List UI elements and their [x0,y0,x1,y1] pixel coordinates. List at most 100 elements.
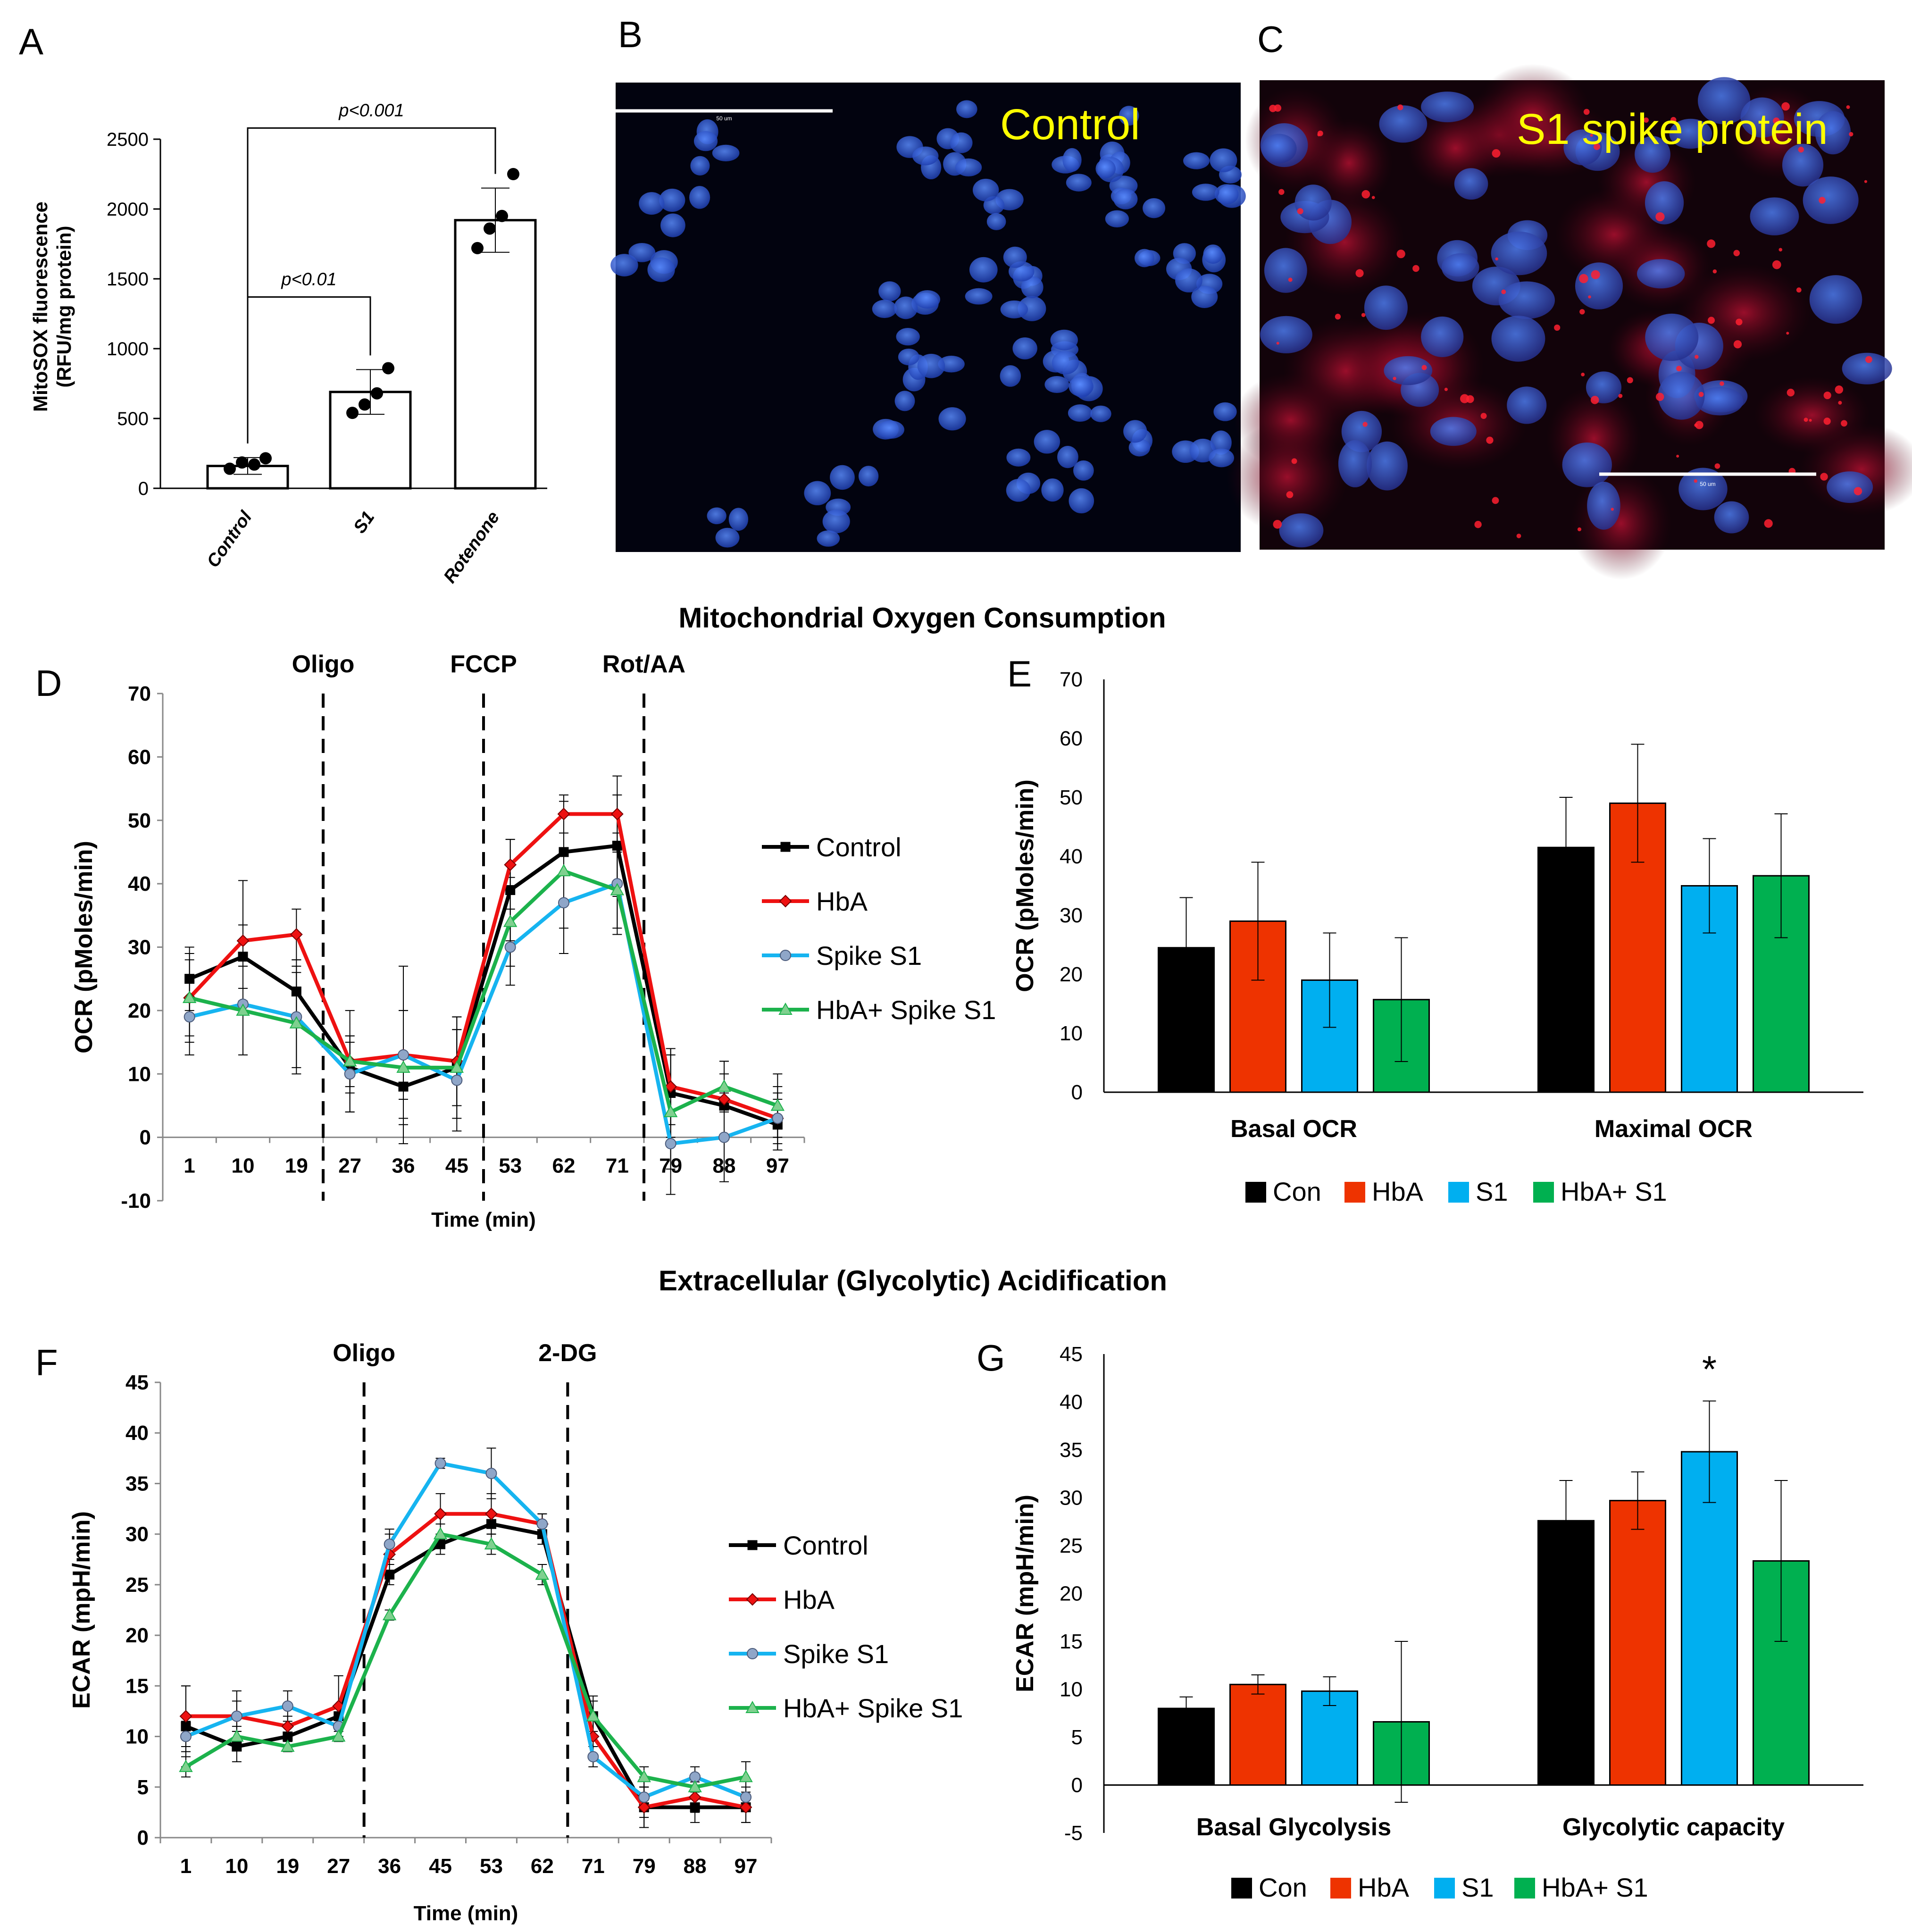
bar-bar_hba [1229,1683,1286,1786]
point-hba_spike [717,1079,731,1092]
red-puncta [1492,149,1501,158]
ytick-label: 70 [128,682,151,705]
nucleus [1006,479,1031,502]
point-hba_spike [182,990,197,1003]
nucleus [693,131,718,151]
point-hba_spike [503,914,518,927]
red-puncta [1317,130,1323,136]
red-cytoplasm [1226,421,1348,533]
chart-a-significance-bracket [247,127,496,443]
series-line-spike [189,882,778,1146]
bar-bar_con [1158,1707,1215,1786]
nucleus [1575,262,1623,309]
nucleus [965,288,993,305]
red-puncta [1393,376,1396,380]
red-puncta [1396,250,1405,259]
red-puncta [1803,418,1808,422]
xtick-label: 27 [338,1154,361,1178]
nucleus [1066,174,1092,192]
legend-swatch-bar_s1 [1434,1878,1455,1899]
nucleus [914,290,941,309]
chart-a-ytick-label: 500 [117,409,149,429]
nucleus [1338,440,1372,487]
xtick-label: 79 [633,1855,656,1878]
nucleus [898,348,919,366]
point-control [398,1081,409,1092]
red-puncta [1492,497,1499,504]
series-line-control [185,1522,746,1809]
nucleus [1069,376,1094,397]
nucleus [1050,329,1078,351]
nucleus [1491,231,1547,276]
red-puncta [1288,277,1293,282]
red-puncta [1297,208,1303,215]
ytick-label: -5 [1064,1822,1083,1845]
nucleus [1000,300,1028,318]
red-puncta [1362,422,1368,427]
category-label: Maximal OCR [1595,1115,1753,1143]
red-puncta [1849,132,1854,137]
legend-label-control: Control [783,1531,868,1560]
chart-a-point [496,209,508,222]
nucleus [894,391,915,411]
red-puncta [1841,420,1847,427]
ytick-label: 50 [128,809,151,832]
series-line-hba_spike [184,1532,746,1789]
red-puncta [1474,521,1482,528]
micrograph-control: 50 um Control [610,83,1246,552]
red-puncta [1371,196,1375,199]
ytick-label: 40 [128,872,151,895]
ytick-label: 40 [125,1422,149,1445]
point-hba [290,928,303,941]
nucleus [986,213,1006,230]
red-puncta [1412,265,1419,272]
chart-a-xtick-label: Control [203,507,256,571]
legend-label-bar_s1: S1 [1476,1177,1508,1206]
legend-marker-spike [747,1648,758,1659]
red-puncta [1823,418,1831,425]
nucleus [1827,471,1873,503]
red-puncta [1736,318,1743,326]
nucleus [1123,420,1147,443]
ytick-label: 35 [125,1472,149,1495]
nucleus [1261,134,1297,164]
chart-a-point [371,387,383,400]
ytick-label: 10 [125,1725,149,1748]
chart-a-xtick-label: Rotenone [440,508,503,587]
red-cytoplasm [1474,64,1592,167]
nucleus [1842,352,1892,385]
red-puncta [1581,372,1585,376]
legend-marker-hba [779,895,792,908]
panel-letter-c: C [1257,18,1284,60]
nucleus [938,407,966,431]
red-puncta [1838,401,1842,405]
legend-marker-hba [746,1593,759,1606]
point-spike [772,1112,784,1124]
chart-a-point [346,407,359,419]
legend-label-hba_spike: HbA+ Spike S1 [816,995,996,1025]
red-puncta [1764,519,1773,528]
red-puncta [1865,356,1872,363]
chart-a-xtick-label: S1 [350,508,378,537]
legend-label-spike: Spike S1 [783,1639,889,1669]
nucleus [1740,97,1784,138]
nucleus [1782,143,1824,187]
nucleus [1191,285,1218,308]
ecar-section-title: Extracellular (Glycolytic) Acidification [659,1265,1167,1296]
ytick-label: 60 [128,745,151,769]
xtick-label: 45 [429,1855,452,1878]
point-hba_spike [289,1016,304,1029]
ytick-label: -10 [121,1189,151,1213]
ytick-label: 50 [1060,786,1083,809]
red-puncta [1577,527,1582,532]
red-puncta [1819,197,1826,204]
nucleus [1006,448,1031,467]
chart-a-pvalue: p<0.01 [281,269,336,289]
point-spike [434,1457,446,1469]
xtick-label: 19 [285,1154,308,1178]
nucleus [1803,176,1859,224]
micrograph-control-label: Control [1000,100,1140,149]
nucleus [1635,136,1670,173]
nucleus [1044,376,1069,393]
point-control [232,1741,242,1752]
